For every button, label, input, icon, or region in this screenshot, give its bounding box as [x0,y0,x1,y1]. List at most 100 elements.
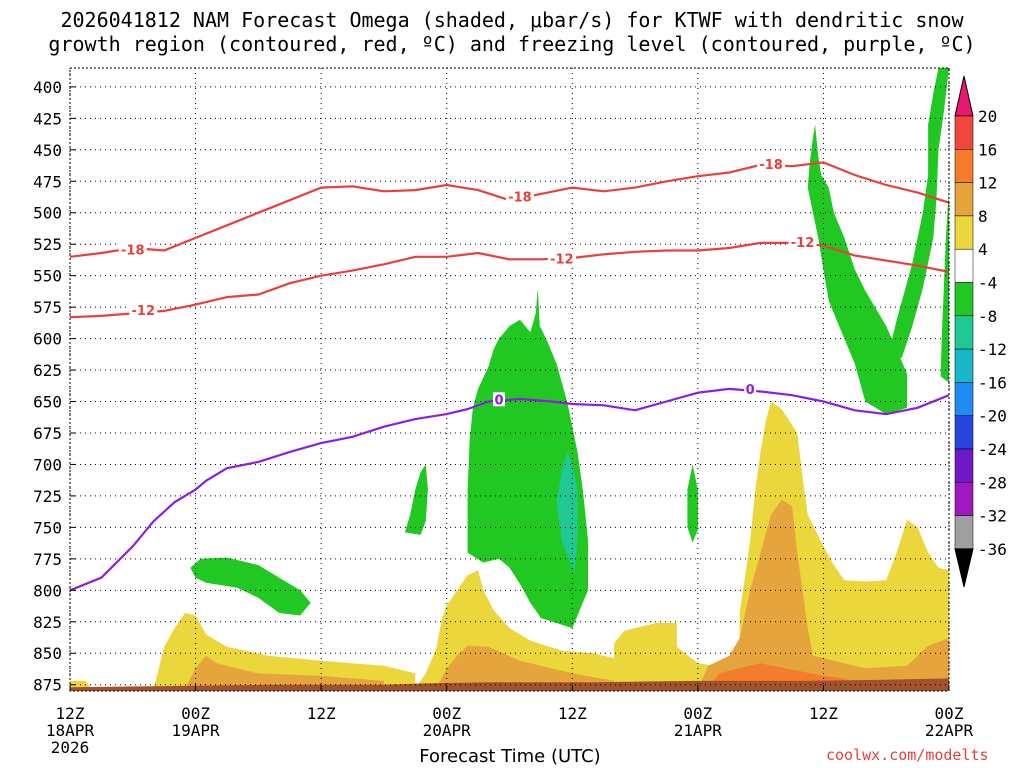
contour-label-bg-2-1 [744,382,757,397]
colorbar-label-1: 16 [978,140,997,159]
y-tick-label-850: 850 [33,644,62,663]
y-tick-label-700: 700 [33,455,62,474]
title-line-1: 2026041812 NAM Forecast Omega (shaded, μ… [60,8,964,32]
credit-text: coolwx.com/modelts [826,746,989,764]
y-tick-label-575: 575 [33,298,62,317]
y-tick-label-475: 475 [33,172,62,191]
omega-region-4 [436,645,615,689]
y-tick-label-650: 650 [33,393,62,412]
colorbar-label-3: 8 [978,207,988,226]
colorbar-swatch-7 [954,315,974,350]
omega-region-8 [190,557,311,616]
colorbar-swatch-6 [954,282,974,317]
y-tick-label-800: 800 [33,581,62,600]
x-tick-label-5-0: 00Z [683,704,712,723]
omega-region-6 [697,499,949,689]
x-tick-label-2-0: 12Z [307,704,336,723]
omega-region-11 [556,451,578,572]
chart-title: 2026041812 NAM Forecast Omega (shaded, μ… [0,8,1024,56]
y-tick-label-750: 750 [33,518,62,537]
contour-line-1 [70,241,949,319]
colorbar-swatch-9 [954,382,974,416]
x-tick-label-7-1: 22APR [925,721,974,740]
y-tick-label-525: 525 [33,235,62,254]
x-tick-label-1-0: 00Z [181,704,210,723]
omega-region-14 [886,68,949,364]
contour-label-bg-1-0 [129,302,158,317]
x-tick-label-0-2: 2026 [51,738,90,757]
x-tick-label-3-1: 20APR [423,721,472,740]
title-line-2: growth region (contoured, red, ºC) and f… [48,32,976,56]
omega-region-9 [404,464,428,535]
colorbar-swatch-8 [954,348,974,383]
x-tick-label-1-1: 19APR [171,721,220,740]
colorbar-label-11: -28 [978,473,1007,492]
x-tick-label-4-0: 12Z [558,704,587,723]
y-tick-label-725: 725 [33,487,62,506]
colorbar-bottom-triangle [954,548,974,588]
y-tick-label-600: 600 [33,330,62,349]
contour-label-bg-1-1 [547,251,576,266]
colorbar-label-6: -8 [978,307,997,326]
colorbar-label-5: -4 [978,274,997,293]
x-tick-label-0-1: 18APR [46,721,95,740]
contour-label-0-0: -18 [121,243,145,258]
contour-label-0-1: -18 [508,191,532,206]
colorbar-swatch-10 [954,415,974,450]
x-tick-label-7-0: 00Z [935,704,964,723]
colorbar-swatch-3 [954,182,974,217]
y-axis-ticks: 400 425 450 475 500 525 550 575 600 625 650 675 700 7… [33,78,76,695]
y-tick-label-625: 625 [33,361,62,380]
contour-label-bg-0-1 [505,189,534,204]
contour-line-2 [70,387,949,592]
colorbar-label-12: -32 [978,507,1007,526]
colorbar-label-0: 20 [978,107,997,126]
colorbar-swatch-5 [954,248,974,283]
contour-label-bg-1-2 [788,234,817,249]
contour-label-bg-2-0 [493,392,506,407]
colorbar-label-9: -20 [978,407,1007,426]
y-tick-label-550: 550 [33,267,62,286]
x-tick-label-6-0: 12Z [809,704,838,723]
colorbar-swatch-4 [954,215,974,250]
colorbar-swatch-11 [954,448,974,483]
x-tick-label-0-0: 12Z [56,704,85,723]
colorbar-label-7: -12 [978,340,1007,359]
colorbar-top-triangle [954,75,974,117]
omega-region-1 [185,655,384,689]
y-tick-label-775: 775 [33,550,62,569]
contour-label-0-2: -18 [759,158,783,173]
y-tick-label-400: 400 [33,78,62,97]
colorbar: 20 16 12 8 4 -4 -8 -12 -16 -20 -24 -28 -32 -36 [954,75,1007,588]
colorbar-label-2: 12 [978,174,997,193]
colorbar-swatch-13 [954,515,974,550]
contour-label-1-1: -12 [550,252,574,267]
contour-label-2-1: 0 [746,383,755,398]
y-tick-label-450: 450 [33,141,62,160]
omega-region-12 [687,464,698,543]
contour-label-1-0: -12 [132,304,156,319]
contour-label-1-2: -12 [791,236,815,251]
y-tick-label-875: 875 [33,676,62,695]
omega-region-15 [940,187,949,383]
colorbar-swatch-12 [954,482,974,516]
colorbar-label-13: -36 [978,540,1007,559]
x-axis-title: Forecast Time (UTC) [419,746,601,767]
contour-label-2-0: 0 [495,393,504,408]
contour-label-bg-0-2 [757,156,786,171]
colorbar-swatch-1 [954,115,974,150]
y-tick-label-825: 825 [33,613,62,632]
y-tick-label-425: 425 [33,109,62,128]
x-tick-label-3-0: 00Z [432,704,461,723]
terrain-fill [70,678,949,691]
x-tick-label-5-1: 21APR [674,721,723,740]
plot-frame [69,67,950,692]
contour-label-layer: -18 -18 -18 -12 -12 -12 0 0 [118,156,817,408]
colorbar-label-8: -16 [978,373,1007,392]
colorbar-swatch-2 [954,149,974,183]
y-tick-label-500: 500 [33,204,62,223]
colorbar-label-4: 4 [978,240,988,259]
contour-label-bg-0-0 [118,242,147,257]
